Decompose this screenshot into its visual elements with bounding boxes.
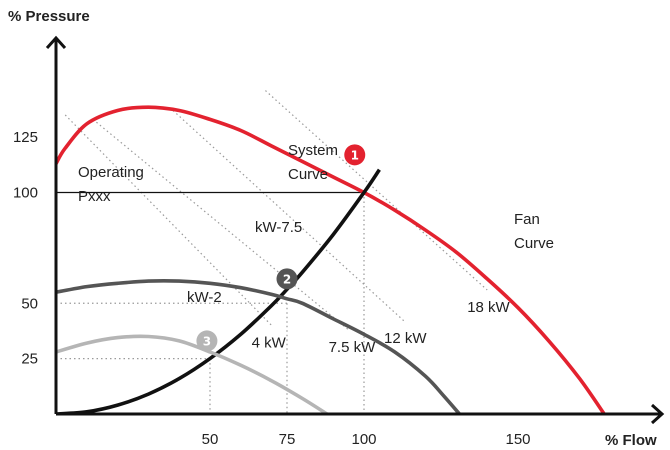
operating-point-label-line2: Pxxx: [78, 188, 111, 205]
system-curve-label-line2: Curve: [288, 166, 328, 183]
kw-7-5-label: kW-7.5: [255, 219, 302, 236]
system-curve-label-line1: System: [288, 142, 338, 159]
power-line-label-12-kw: 12 kW: [384, 330, 427, 347]
power-line-18-kw: [265, 90, 488, 291]
y-axis-arrow: [45, 35, 67, 50]
marker-1-number: 1: [351, 148, 359, 162]
marker-1: 1: [344, 144, 366, 166]
y-tick-label-25: 25: [21, 351, 38, 368]
power-line-7-5-kw: [92, 118, 349, 331]
power-line-4-kw: [64, 114, 273, 326]
marker-2-circle: [276, 268, 298, 290]
power-line-label-4-kw: 4 kW: [252, 334, 287, 351]
power-line-label-18-kw: 18 kW: [467, 299, 510, 316]
marker-2-number: 2: [283, 272, 291, 286]
x-tick-label-50: 50: [202, 431, 219, 448]
guide-lines: [56, 191, 365, 414]
x-axis-arrow: [650, 403, 665, 425]
curve-3-series: [56, 279, 461, 414]
marker-3: 3: [196, 330, 218, 352]
power-lines: [64, 90, 488, 331]
y-tick-label-50: 50: [21, 295, 38, 312]
marker-3-number: 3: [203, 334, 211, 348]
kw-2-label: kW-2: [187, 289, 222, 306]
x-tick-label-150: 150: [505, 431, 530, 448]
fan-curve-label-line2: Curve: [514, 235, 554, 252]
marker-1-circle: [344, 144, 366, 166]
y-tick-label-125: 125: [13, 129, 38, 146]
fan-curve-label-line1: Fan: [514, 211, 540, 228]
marker-2: 2: [276, 268, 298, 290]
power-line-label-7-5-kw: 7.5 kW: [329, 339, 377, 356]
fan-curve-series: [56, 105, 606, 414]
x-tick-label-100: 100: [351, 431, 376, 448]
y-axis-title: % Pressure: [8, 8, 90, 25]
axes: [45, 35, 665, 425]
curves: [56, 105, 606, 414]
tick-labels: 50 75 100 150 25 50 100 125: [13, 129, 531, 448]
system-curve-series: [56, 168, 381, 414]
numbered-markers: 1 2 3: [196, 144, 366, 352]
y-tick-label-100: 100: [13, 185, 38, 202]
x-tick-label-75: 75: [279, 431, 296, 448]
operating-point-label-line1: Operating: [78, 164, 144, 181]
marker-3-circle: [196, 330, 218, 352]
x-axis-title: % Flow: [605, 432, 657, 449]
annotations: Operating Pxxx System Curve Fan Curve kW…: [78, 142, 554, 356]
curve-4-series: [56, 334, 328, 414]
